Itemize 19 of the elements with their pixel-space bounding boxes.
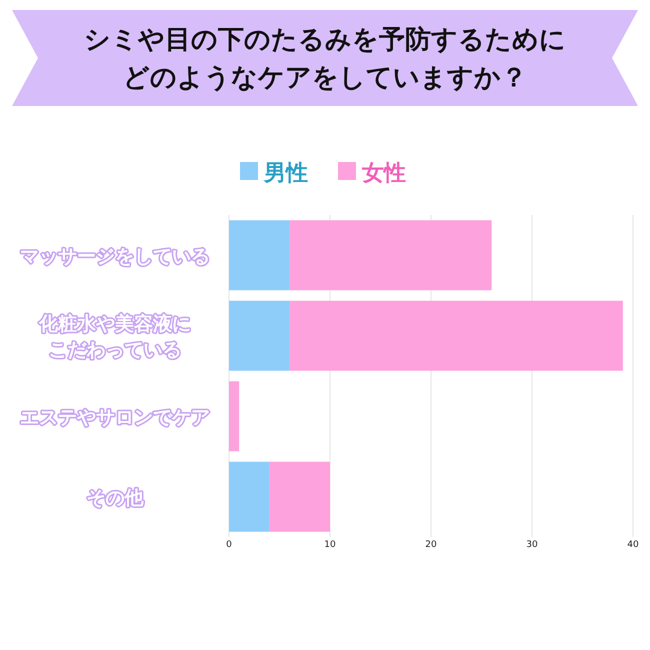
bar bbox=[269, 462, 330, 532]
legend-label: 男性 bbox=[263, 161, 308, 186]
x-tick-label: 20 bbox=[425, 540, 437, 550]
x-tick-label: 0 bbox=[226, 540, 232, 550]
x-tick-label: 10 bbox=[324, 540, 336, 550]
x-tick-label: 40 bbox=[627, 540, 639, 550]
bar bbox=[229, 462, 270, 532]
y-tick-label: エステやサロンでケア bbox=[20, 406, 210, 428]
y-tick-label: その他 bbox=[86, 486, 144, 509]
y-tick-label: マッサージをしている bbox=[20, 245, 210, 268]
y-tick-label: 化粧水や美容液にこだわっている bbox=[38, 312, 191, 361]
legend-label: 女性 bbox=[361, 161, 406, 186]
bar bbox=[290, 300, 623, 371]
bar bbox=[229, 300, 290, 371]
x-tick-label: 30 bbox=[526, 540, 538, 550]
bar bbox=[229, 381, 240, 452]
bar bbox=[290, 220, 492, 290]
chart-title: シミや目の下のたるみを予防するためにどのようなケアをしていますか？ bbox=[84, 25, 566, 93]
bar bbox=[229, 220, 290, 290]
